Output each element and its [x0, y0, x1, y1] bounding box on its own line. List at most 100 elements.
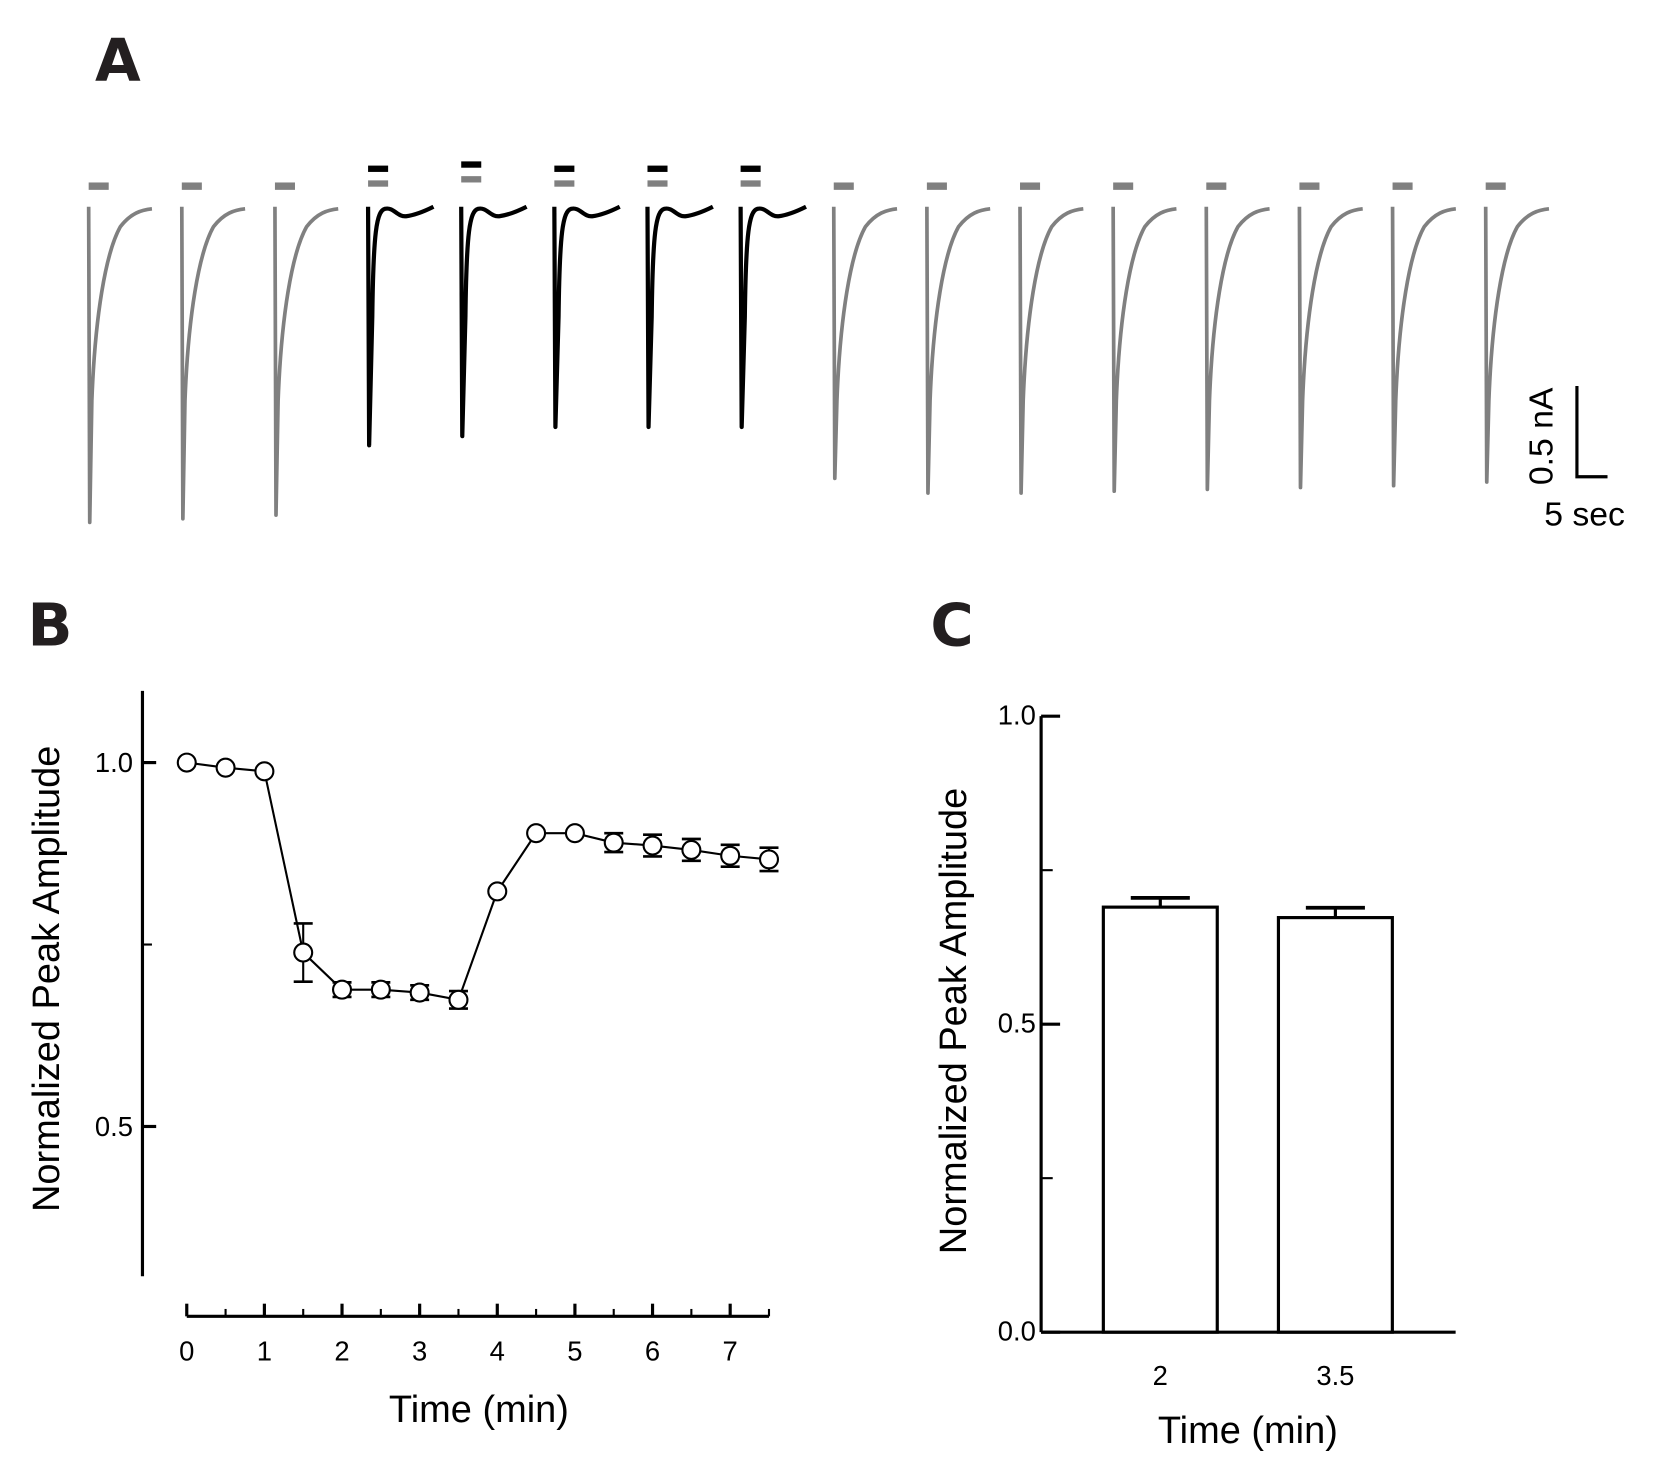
control-application-bar	[740, 180, 761, 187]
control-application-bar	[1485, 182, 1506, 190]
current-trace	[1483, 206, 1550, 484]
data-point	[720, 845, 741, 866]
data-point	[603, 832, 624, 853]
data-point	[215, 757, 236, 778]
control-application-bar	[88, 182, 109, 190]
panel-b-y-axis-title: Normalized Peak Amplitude	[26, 746, 68, 1212]
data-point	[332, 979, 353, 1000]
data-point	[176, 752, 197, 773]
current-trace	[738, 204, 807, 430]
trace-11	[1018, 182, 1084, 495]
scale-bar-time-label: 5 sec	[1544, 495, 1625, 533]
data-point	[370, 979, 391, 1000]
current-trace	[1390, 206, 1457, 488]
series-line	[186, 761, 770, 1002]
data-point	[526, 823, 547, 844]
panel-b-x-axis-title: Time (min)	[389, 1389, 569, 1431]
current-trace	[1204, 206, 1270, 492]
trace-4	[365, 165, 435, 448]
trace-12	[1111, 182, 1177, 494]
trace-13	[1204, 182, 1270, 492]
data-point	[487, 881, 508, 902]
trace-16	[1483, 182, 1550, 484]
drug-application-bar	[740, 165, 761, 172]
control-application-bar	[926, 182, 947, 190]
control-application-bar	[368, 180, 389, 187]
panel-label-a: A	[95, 26, 141, 95]
data-point	[448, 989, 469, 1010]
current-trace	[831, 206, 898, 481]
current-trace	[459, 204, 528, 439]
y-tick-label: 0.5	[998, 1008, 1036, 1039]
drug-application-bar	[368, 165, 389, 172]
drug-application-bar	[461, 161, 482, 168]
trace-2	[179, 182, 246, 521]
trace-9	[831, 182, 898, 481]
bar	[1276, 916, 1394, 1334]
trace-7	[645, 165, 714, 430]
bar	[1101, 905, 1219, 1334]
x-tick-label: 2	[1153, 1360, 1168, 1391]
scale-bar: 0.5 nA 5 sec	[1523, 386, 1625, 533]
x-tick-label: 5	[567, 1336, 582, 1367]
x-tick-label: 1	[257, 1336, 272, 1367]
current-trace	[552, 204, 621, 430]
trace-1	[86, 182, 153, 525]
trace-6	[552, 165, 621, 430]
trace-3	[273, 182, 339, 517]
control-application-bar	[1392, 182, 1413, 190]
x-tick-label: 7	[723, 1336, 738, 1367]
panel-label-b: B	[27, 591, 72, 660]
x-tick-label: 3	[412, 1336, 427, 1367]
x-tick-label: 3.5	[1316, 1360, 1354, 1391]
control-application-bar	[647, 180, 668, 187]
data-point	[681, 839, 702, 860]
trace-5	[459, 161, 528, 439]
panel-a-traces	[86, 161, 1550, 525]
panel-c-x-axis-title: Time (min)	[1158, 1410, 1338, 1452]
data-point	[564, 823, 585, 844]
panel-label-c: C	[930, 591, 973, 660]
drug-application-bar	[647, 165, 668, 172]
control-application-bar	[554, 180, 575, 187]
y-tick-label: 1.0	[998, 700, 1036, 731]
panel-c-y-axis-title: Normalized Peak Amplitude	[933, 788, 975, 1254]
control-application-bar	[1206, 182, 1227, 190]
current-trace	[1297, 206, 1363, 490]
trace-8	[738, 165, 807, 430]
current-trace	[1018, 206, 1084, 495]
control-application-bar	[461, 176, 482, 183]
control-application-bar	[833, 182, 854, 190]
control-application-bar	[181, 182, 202, 190]
control-application-bar	[274, 182, 295, 190]
current-trace	[273, 206, 339, 517]
panel-b-chart: Normalized Peak Amplitude Time (min) 0.5…	[26, 690, 780, 1431]
drug-application-bar	[554, 165, 575, 172]
current-trace	[645, 204, 714, 430]
x-tick-label: 0	[179, 1336, 194, 1367]
current-trace	[925, 206, 991, 495]
current-trace	[86, 206, 153, 525]
current-trace	[1111, 206, 1177, 494]
data-point	[642, 835, 663, 856]
scale-bar-lines	[1575, 386, 1608, 479]
control-application-bar	[1299, 182, 1320, 190]
data-point	[409, 982, 430, 1003]
x-tick-label: 4	[490, 1336, 505, 1367]
panel-c-chart: Normalized Peak Amplitude Time (min) 0.0…	[933, 700, 1456, 1452]
y-tick-label: 1.0	[95, 747, 133, 778]
scale-bar-current-label: 0.5 nA	[1523, 387, 1561, 485]
current-trace	[365, 204, 435, 448]
data-point	[254, 761, 275, 782]
y-tick-label: 0.0	[998, 1316, 1036, 1347]
control-application-bar	[1020, 182, 1041, 190]
data-point	[758, 849, 780, 870]
trace-14	[1297, 182, 1363, 490]
current-trace	[179, 206, 246, 521]
trace-15	[1390, 182, 1457, 488]
control-application-bar	[1113, 182, 1134, 190]
data-point	[293, 942, 314, 963]
x-tick-label: 6	[645, 1336, 660, 1367]
trace-10	[925, 182, 991, 495]
